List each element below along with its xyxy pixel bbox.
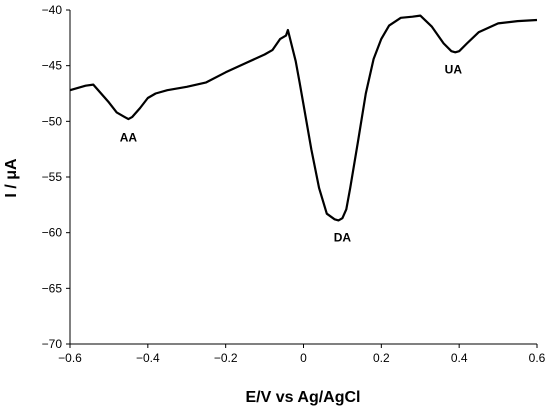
peak-label-ua: UA bbox=[445, 62, 463, 76]
x-axis-title: E/V vs Ag/AgCl bbox=[246, 389, 361, 406]
y-tick-label: −70 bbox=[42, 337, 63, 351]
y-axis-title: I / μA bbox=[3, 158, 20, 198]
peak-label-da: DA bbox=[334, 231, 352, 245]
x-tick-label: −0.6 bbox=[58, 351, 82, 365]
x-tick-label: 0.4 bbox=[451, 351, 468, 365]
x-ticks: −0.6 −0.4 −0.2 0 0.2 0.4 0.6 bbox=[58, 344, 546, 365]
y-tick-label: −65 bbox=[42, 281, 63, 295]
x-tick-label: −0.4 bbox=[136, 351, 160, 365]
x-tick-label: 0.6 bbox=[529, 351, 546, 365]
y-tick-label: −45 bbox=[42, 59, 63, 73]
y-tick-label: −40 bbox=[42, 3, 63, 17]
x-tick-label: 0 bbox=[300, 351, 307, 365]
y-tick-label: −55 bbox=[42, 170, 63, 184]
y-ticks: −70 −65 −60 −55 −50 −45 −40 bbox=[42, 3, 70, 351]
x-tick-label: 0.2 bbox=[373, 351, 390, 365]
y-tick-label: −60 bbox=[42, 226, 63, 240]
x-tick-label: −0.2 bbox=[214, 351, 238, 365]
peak-annotations: AA DA UA bbox=[120, 62, 463, 244]
current-trace-line bbox=[69, 14, 538, 222]
peak-label-aa: AA bbox=[120, 130, 138, 144]
y-tick-label: −50 bbox=[42, 114, 63, 128]
axes bbox=[69, 10, 537, 345]
